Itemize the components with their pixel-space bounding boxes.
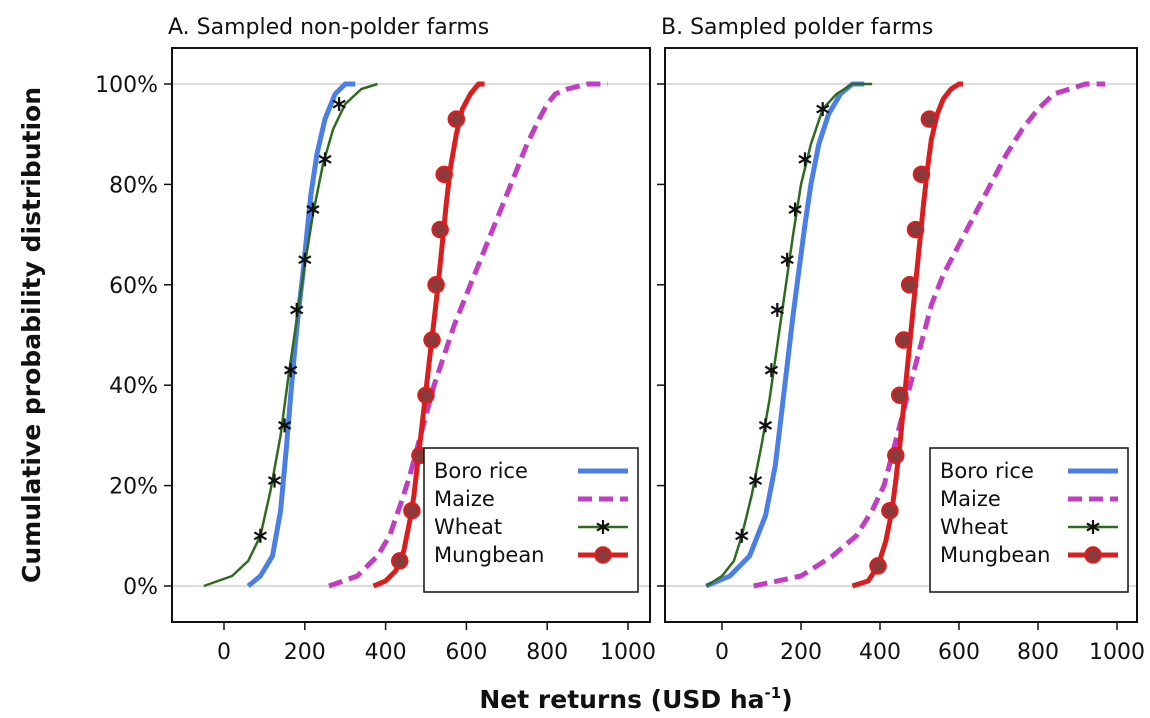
- marker-asterisk: [332, 97, 346, 112]
- marker-asterisk: [798, 152, 812, 167]
- series-line-mungbean: [851, 81, 963, 589]
- x-tick-label: 600: [938, 640, 980, 665]
- legend-label: Mungbean: [940, 543, 1051, 567]
- x-tick-label: 400: [859, 640, 901, 665]
- x-axis-title: Net returns (USD ha-1): [479, 684, 792, 714]
- marker-circle: [881, 501, 899, 520]
- series-line-boro-rice: [246, 81, 356, 588]
- x-tick-label: 0: [217, 640, 231, 665]
- panel-title: B. Sampled polder farms: [661, 15, 933, 40]
- marker-asterisk: [253, 528, 267, 543]
- marker-circle: [594, 546, 612, 564]
- legend-label: Mungbean: [434, 543, 545, 567]
- marker-asterisk: [748, 473, 763, 488]
- plot-frame: [171, 47, 651, 623]
- marker-asterisk: [788, 202, 802, 217]
- y-axis-title: Cumulative probability distribution: [17, 87, 46, 583]
- y-tick-label: 40%: [109, 374, 158, 399]
- marker-asterisk: [770, 302, 784, 317]
- marker-asterisk: [298, 252, 312, 267]
- panel-title: A. Sampled non-polder farms: [168, 15, 489, 40]
- legend-label: Wheat: [940, 515, 1008, 539]
- marker-asterisk: [277, 418, 292, 433]
- marker-circle: [447, 110, 466, 128]
- marker-asterisk: [780, 252, 794, 267]
- marker-circle: [390, 552, 409, 570]
- marker-circle: [891, 386, 909, 404]
- x-tick-label: 400: [365, 640, 407, 665]
- marker-circle: [1084, 546, 1102, 564]
- x-tick-label: 800: [526, 640, 568, 665]
- panel-a: A. Sampled non-polder farms 0 200 400 600 800…: [95, 15, 656, 665]
- legend-label: Wheat: [434, 515, 502, 539]
- x-tick-label: 1000: [1089, 640, 1145, 665]
- x-tick-label: 200: [284, 640, 326, 665]
- y-tick-label: 100%: [95, 73, 158, 98]
- marker-asterisk: [764, 363, 778, 378]
- legend-label: Maize: [434, 487, 495, 511]
- marker-asterisk: [306, 202, 320, 217]
- y-tick-label: 80%: [109, 173, 158, 198]
- legend-label: Boro rice: [940, 459, 1034, 483]
- marker-asterisk: [758, 418, 773, 433]
- marker-asterisk: [596, 520, 610, 534]
- marker-circle: [403, 501, 421, 520]
- series-line-boro-rice: [705, 81, 865, 589]
- legend-label: Maize: [940, 487, 1001, 511]
- x-tick-label: 600: [445, 640, 487, 665]
- legend-label: Boro rice: [434, 459, 528, 483]
- marker-circle: [869, 557, 887, 575]
- x-axis-title-main: Net returns (USD ha: [479, 685, 764, 714]
- series-line-maize: [328, 81, 608, 589]
- marker-circle: [417, 386, 435, 404]
- marker-circle: [894, 331, 913, 349]
- series-line-maize: [753, 81, 1106, 589]
- marker-circle: [906, 220, 925, 239]
- marker-circle: [912, 165, 931, 184]
- marker-asterisk: [735, 528, 749, 543]
- marker-circle: [435, 165, 453, 184]
- y-tick-label: 60%: [109, 274, 158, 299]
- marker-circle: [887, 446, 905, 465]
- marker-asterisk: [290, 302, 304, 317]
- marker-circle: [423, 331, 441, 349]
- x-axis-title-close: ): [781, 685, 792, 714]
- marker-circle: [920, 110, 939, 128]
- series-line-wheat: [203, 82, 378, 588]
- x-tick-label: 0: [715, 640, 729, 665]
- marker-asterisk: [318, 152, 332, 167]
- x-tick-label: 1000: [600, 640, 656, 665]
- y-tick-label: 0%: [123, 575, 158, 600]
- y-tick-label: 20%: [109, 475, 158, 500]
- marker-asterisk: [1086, 520, 1100, 534]
- marker-circle: [900, 276, 919, 294]
- marker-asterisk: [816, 102, 830, 117]
- marker-circle: [427, 276, 445, 294]
- x-tick-label: 800: [1017, 640, 1059, 665]
- x-tick-label: 200: [780, 640, 822, 665]
- marker-asterisk: [267, 473, 282, 488]
- marker-asterisk: [284, 363, 298, 378]
- x-axis-title-superscript: -1: [765, 684, 782, 702]
- series-line-wheat: [705, 82, 873, 588]
- marker-circle: [431, 220, 449, 239]
- plot-frame: [664, 47, 1138, 623]
- panel-b: B. Sampled polder farms 0 200 400 600 800 1000…: [657, 15, 1145, 665]
